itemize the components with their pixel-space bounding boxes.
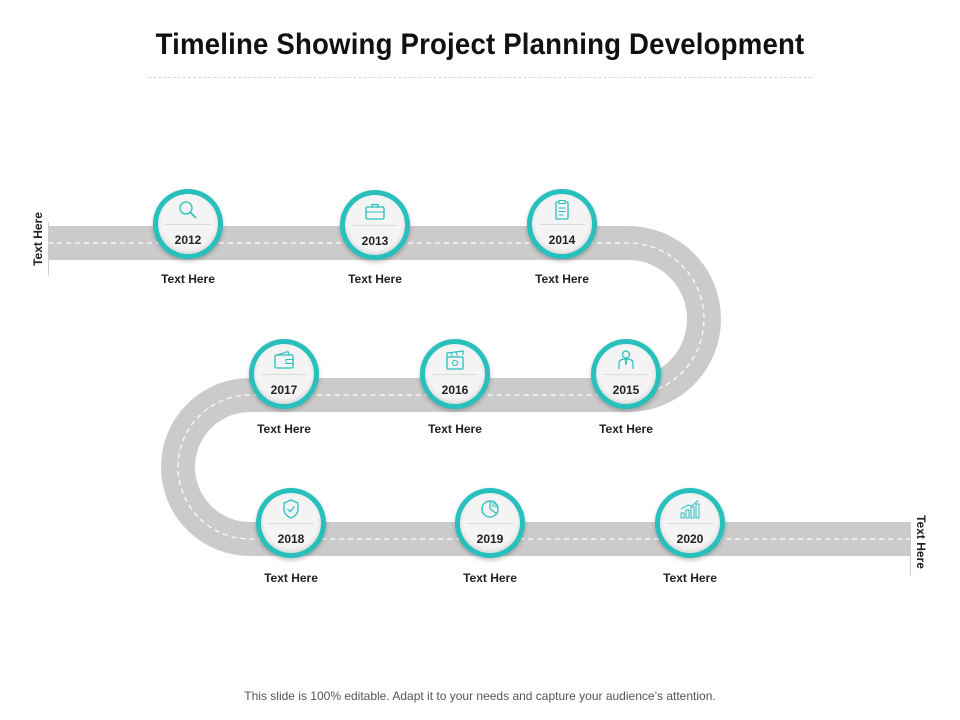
side-label-end: Text Here [914,515,928,569]
side-label-start: Text Here [31,212,45,266]
businessman-icon [618,350,634,369]
briefcase-icon [365,203,385,220]
milestone-caption: Text Here [535,272,589,286]
shield-icon [283,499,299,519]
page-title: Timeline Showing Project Planning Develo… [155,28,805,61]
right-tick [910,522,911,576]
title-divider [148,77,812,78]
milestone-caption: Text Here [663,571,717,585]
milestone-year: 2013 [361,234,389,248]
bar-chart-icon [680,500,700,519]
milestone-caption: Text Here [463,571,517,585]
milestone-year: 2014 [548,233,576,247]
milestone-year: 2012 [174,233,202,247]
milestone-year: 2020 [676,532,704,546]
road-center-line [48,242,910,540]
milestone-2020: 2020 [655,488,725,558]
milestone-2019: 2019 [455,488,525,558]
milestone-2017: 2017 [249,339,319,409]
milestone-caption: Text Here [264,571,318,585]
milestone-caption: Text Here [428,422,482,436]
milestone-2015: 2015 [591,339,661,409]
wallet-icon [274,350,294,369]
milestone-year: 2019 [476,532,504,546]
milestone-2018: 2018 [256,488,326,558]
milestone-year: 2018 [277,532,305,546]
magnifier-icon [179,201,197,219]
clipboard-icon [555,200,569,220]
milestone-2013: 2013 [340,190,410,260]
milestone-year: 2016 [441,383,469,397]
milestone-caption: Text Here [257,422,311,436]
milestone-caption: Text Here [599,422,653,436]
milestone-year: 2015 [612,383,640,397]
milestone-2016: 2016 [420,339,490,409]
clapperboard-icon [446,350,464,370]
left-tick [48,222,49,276]
milestone-caption: Text Here [161,272,215,286]
pie-chart-icon [481,500,499,518]
milestone-caption: Text Here [348,272,402,286]
milestone-2012: 2012 [153,189,223,259]
footer-note: This slide is 100% editable. Adapt it to… [244,689,716,703]
milestone-year: 2017 [270,383,298,397]
milestone-2014: 2014 [527,189,597,259]
